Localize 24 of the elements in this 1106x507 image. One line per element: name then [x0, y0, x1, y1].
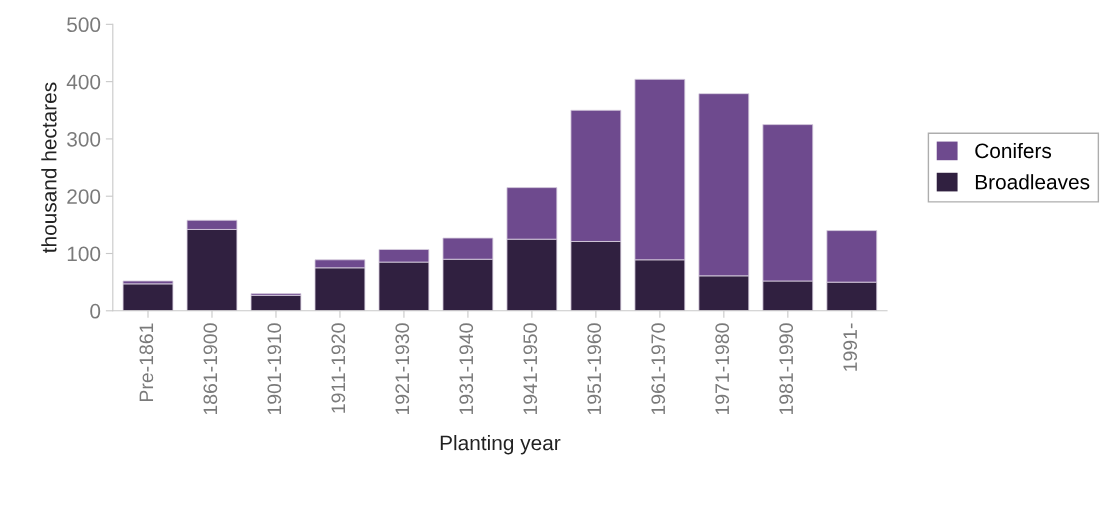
x-tick-label: 1941-1950: [523, 323, 538, 415]
x-tick-label: 1971-1980: [715, 323, 730, 415]
x-tick-label: 1981-1990: [779, 323, 794, 415]
y-tick-label: 200: [67, 189, 101, 204]
x-tick-label: 1861-1900: [203, 323, 218, 415]
y-tick-label: 0: [90, 303, 101, 319]
y-tick-label: 300: [67, 131, 101, 147]
x-tick-label: 1991-: [843, 323, 858, 371]
x-tick-label: 1911-1920: [331, 323, 346, 413]
x-tick-label: 1961-1970: [651, 323, 666, 415]
legend-label: Conifers: [975, 142, 1052, 159]
y-axis-title: thousand hectares: [41, 82, 57, 253]
x-tick-label: 1931-1940: [459, 323, 474, 415]
x-axis-title: Planting year: [440, 435, 561, 455]
y-tick-label: 100: [67, 246, 101, 262]
legend-label: Broadleaves: [975, 174, 1090, 190]
y-tick-label: 500: [67, 17, 101, 33]
x-tick-label: 1901-1910: [267, 323, 282, 415]
x-tick-label: Pre-1861: [139, 323, 154, 401]
x-tick-label: 1951-1960: [587, 323, 602, 415]
y-tick-label: 400: [66, 74, 101, 90]
x-tick-label: 1921-1930: [395, 323, 410, 415]
bar: [122, 283, 174, 311]
bar: [250, 294, 302, 311]
